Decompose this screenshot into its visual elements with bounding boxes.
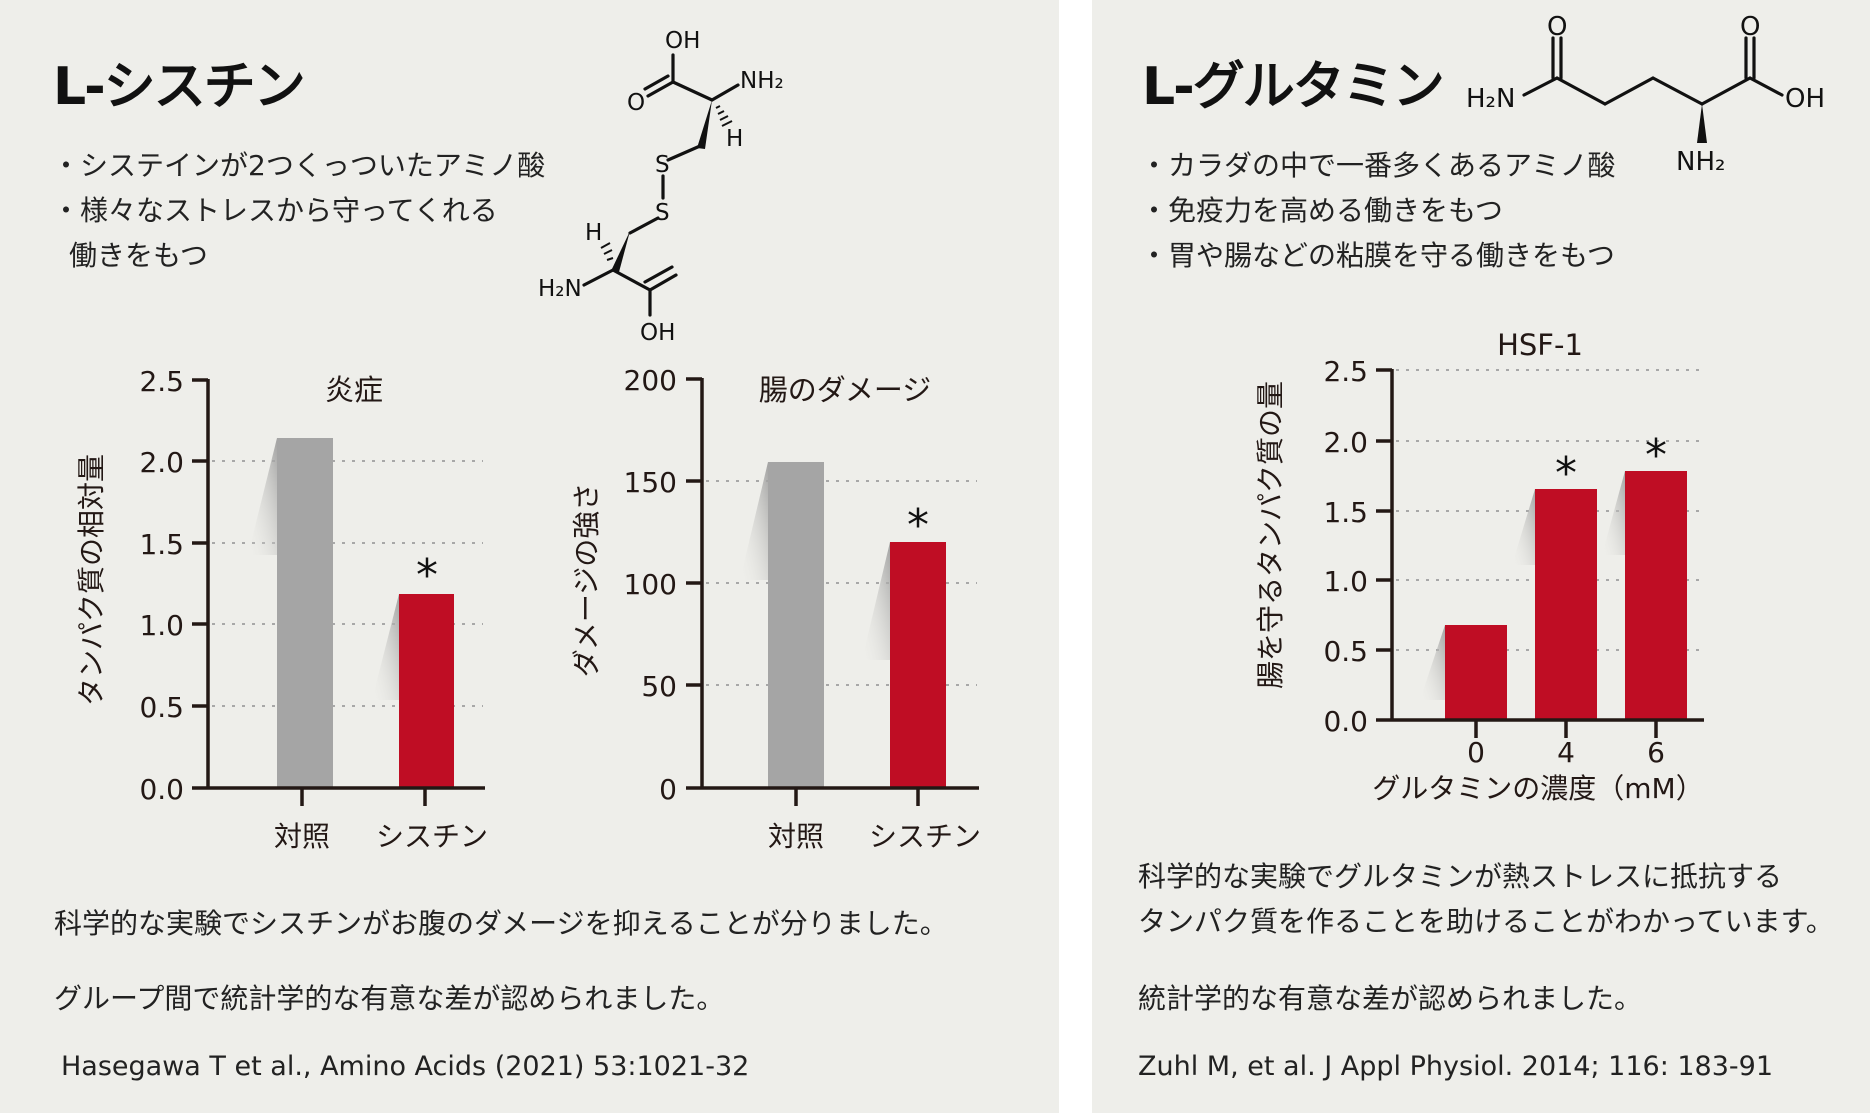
y-axis-label: ダメージの強さ — [570, 483, 603, 678]
y-tick-label: 0.0 — [1323, 705, 1368, 738]
y-axis-label: 腸を守るタンパク質の量 — [1254, 381, 1287, 689]
y-tick-label: 1.0 — [139, 609, 184, 642]
bar-6mm — [1625, 471, 1687, 719]
significance-marker: * — [416, 550, 438, 601]
x-axis-label: グルタミンの濃度（mM） — [1372, 772, 1703, 805]
bar-4mm — [1535, 489, 1597, 719]
y-tick-label: 200 — [624, 364, 677, 397]
mol-label: OH — [1785, 84, 1825, 114]
bar-control — [277, 438, 333, 787]
mol-label: O — [627, 90, 645, 116]
glutamine-significance-note: 統計学的な有意な差が認められました。 — [1138, 982, 1643, 1015]
glutamine-structure-diagram: H₂N O O OH NH₂ — [1466, 12, 1825, 177]
y-tick-label: 0 — [659, 773, 677, 806]
y-tick-label: 2.0 — [139, 446, 184, 479]
y-tick-label: 1.0 — [1323, 565, 1368, 598]
mol-label: H₂N — [1466, 84, 1515, 114]
bar-cystine — [890, 542, 946, 787]
bar-0mm — [1445, 625, 1507, 719]
x-category-label: 対照 — [274, 820, 330, 853]
x-category-label: 0 — [1467, 736, 1485, 769]
y-tick-label: 2.0 — [1323, 426, 1368, 459]
mol-label: H₂N — [538, 276, 582, 302]
cystine-summary: 科学的な実験でシスチンがお腹のダメージを抑えることが分りました。 — [54, 907, 948, 940]
bullet-item: ・様々なストレスから守ってくれる — [52, 194, 498, 227]
glutamine-panel: L-グルタミン ・カラダの中で一番多くあるアミノ酸 ・免疫力を高める働きをもつ … — [1092, 0, 1870, 1113]
y-tick-label: 2.5 — [1323, 355, 1368, 388]
y-tick-label: 100 — [624, 568, 677, 601]
bullet-item: ・胃や腸などの粘膜を守る働きをもつ — [1140, 239, 1615, 272]
glutamine-summary-line-2: タンパク質を作ることを助けることがわかっています。 — [1138, 905, 1834, 938]
bullet-item: ・カラダの中で一番多くあるアミノ酸 — [1140, 149, 1616, 182]
y-tick-label: 1.5 — [139, 528, 184, 561]
y-tick-label: 0.5 — [139, 691, 184, 724]
chart-title: 腸のダメージ — [759, 373, 932, 407]
y-tick-label: 1.5 — [1323, 496, 1368, 529]
y-tick-label: 150 — [624, 466, 677, 499]
y-tick-label: 0.5 — [1323, 635, 1368, 668]
x-category-label: シスチン — [376, 820, 488, 853]
y-axis-label: タンパク質の相対量 — [75, 454, 108, 706]
y-tick-label: 2.5 — [139, 365, 184, 398]
glutamine-title: L-グルタミン — [1142, 57, 1445, 117]
y-tick-label: 0.0 — [139, 773, 184, 806]
mol-label: O — [1547, 12, 1567, 42]
x-category-label: 4 — [1557, 736, 1575, 769]
bullet-item: ・システインが2つくっついたアミノ酸 — [52, 149, 546, 182]
bar-control — [768, 462, 824, 787]
inflammation-chart: 2.5 2.0 1.5 1.0 0.5 0.0 炎症 * タンパク質の相対量 対… — [75, 365, 488, 853]
significance-marker: * — [1645, 430, 1667, 481]
mol-label: NH₂ — [1676, 147, 1725, 177]
mol-label: OH — [665, 28, 700, 54]
cystine-panel: L-シスチン ・システインが2つくっついたアミノ酸 ・様々なストレスから守ってく… — [0, 0, 1059, 1113]
mol-label: S — [655, 200, 670, 226]
cystine-title: L-シスチン — [53, 57, 306, 117]
cystine-bullet-list: ・システインが2つくっついたアミノ酸 ・様々なストレスから守ってくれる 働きをも… — [52, 143, 545, 278]
intestinal-damage-chart: 200 150 100 50 0 腸のダメージ * ダメージの強さ 対照 シスチ… — [570, 364, 981, 853]
significance-marker: * — [1555, 448, 1577, 499]
cystine-significance-note: グループ間で統計学的な有意な差が認められました。 — [54, 982, 725, 1015]
hsf1-chart: 2.5 2.0 1.5 1.0 0.5 0.0 HSF-1 * * 腸を守るタン… — [1254, 328, 1704, 805]
cystine-structure-diagram: OH O NH₂ H S S H H₂N OH — [538, 28, 784, 346]
x-category-label: 対照 — [768, 820, 824, 853]
glutamine-bullet-list: ・カラダの中で一番多くあるアミノ酸 ・免疫力を高める働きをもつ ・胃や腸などの粘… — [1140, 143, 1615, 278]
panel-divider — [1059, 0, 1092, 1113]
y-tick-label: 50 — [641, 670, 677, 703]
chart-title: 炎症 — [325, 373, 383, 407]
bullet-item: ・免疫力を高める働きをもつ — [1140, 194, 1503, 227]
x-category-label: 6 — [1647, 736, 1665, 769]
mol-label: H — [585, 220, 602, 246]
glutamine-summary-line-1: 科学的な実験でグルタミンが熱ストレスに抵抗する — [1138, 860, 1783, 893]
mol-label: OH — [640, 320, 675, 346]
x-category-label: シスチン — [869, 820, 981, 853]
mol-label: S — [655, 152, 670, 178]
significance-marker: * — [907, 500, 929, 551]
bar-cystine — [399, 594, 454, 787]
cystine-citation: Hasegawa T et al., Amino Acids (2021) 53… — [61, 1051, 750, 1082]
mol-label: O — [1740, 12, 1760, 42]
chart-title: HSF-1 — [1497, 328, 1583, 362]
mol-label: NH₂ — [740, 68, 784, 94]
glutamine-citation: Zuhl M, et al. J Appl Physiol. 2014; 116… — [1138, 1051, 1774, 1082]
bullet-item: 働きをもつ — [69, 239, 208, 272]
mol-label: H — [726, 126, 743, 152]
